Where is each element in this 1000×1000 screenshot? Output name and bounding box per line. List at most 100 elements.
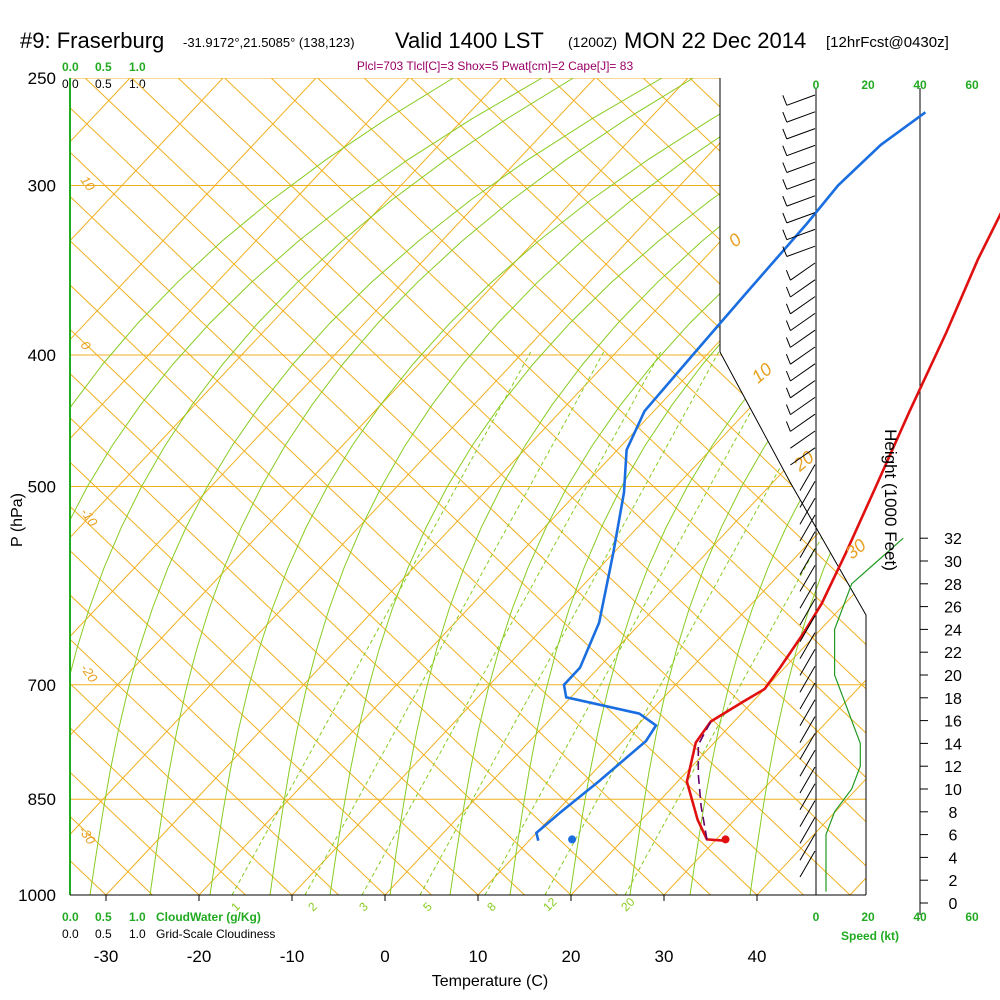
wind-barb-staff bbox=[799, 766, 816, 794]
isotherm-line bbox=[570, 78, 866, 895]
moist-adiabat-line bbox=[269, 78, 814, 895]
wind-barb-staff bbox=[786, 111, 816, 123]
bot-cw-tick-1: 0.5 bbox=[95, 910, 112, 924]
height-tick-label: 10 bbox=[944, 782, 962, 799]
height-tick-label: 2 bbox=[949, 873, 958, 890]
wind-barb-staff bbox=[790, 430, 816, 449]
mixing-ratio-line bbox=[361, 351, 662, 895]
bot-cl-tick-0: 0.0 bbox=[62, 927, 79, 941]
dry-adiabat-line bbox=[70, 78, 479, 895]
x-tick-label: 30 bbox=[655, 947, 674, 966]
isotherm-line bbox=[70, 78, 689, 895]
wind-barb-staff bbox=[790, 363, 816, 382]
mixing-ratio-line bbox=[544, 351, 845, 895]
isotherm-label: 30 bbox=[842, 535, 870, 563]
x-tick-label: 0 bbox=[380, 947, 389, 966]
stats-line: Plcl=703 Tlcl[C]=3 Shox=5 Pwat[cm]=2 Cap… bbox=[357, 59, 634, 73]
height-tick-label: 18 bbox=[944, 691, 962, 708]
wind-barb-staff bbox=[799, 514, 816, 542]
isotherm-line bbox=[291, 78, 866, 895]
wind-barb-flag bbox=[782, 212, 788, 224]
bot-cw-tick-2: 1.0 bbox=[129, 910, 146, 924]
isotherm-line bbox=[849, 78, 866, 895]
parcel-profile bbox=[697, 721, 712, 840]
dry-adiabat-line bbox=[70, 78, 246, 895]
dry-adiabat-line bbox=[317, 78, 866, 895]
wind-barb-staff bbox=[786, 178, 816, 190]
wind-barb-staff bbox=[799, 783, 816, 811]
right-boundary bbox=[719, 78, 867, 895]
moist-adiabat-line bbox=[89, 78, 663, 895]
moist-adiabat-line bbox=[70, 78, 543, 895]
dry-adiabat-line bbox=[456, 78, 866, 895]
plot-frame bbox=[70, 78, 921, 915]
height-tick-label: 22 bbox=[944, 645, 962, 662]
wind-barb-flag bbox=[782, 95, 788, 106]
height-tick-label: 4 bbox=[949, 850, 958, 867]
valid-time: Valid 1400 LST bbox=[395, 28, 544, 53]
mixing-ratio-label: 12 bbox=[540, 895, 560, 915]
mixing-ratio-label: 20 bbox=[618, 895, 638, 915]
dry-adiabat-line bbox=[70, 78, 339, 895]
x-axis-label: Temperature (C) bbox=[432, 973, 548, 990]
wind-barb-flag bbox=[782, 246, 788, 257]
moist-adiabat-line bbox=[209, 78, 783, 895]
height-tick-label: 28 bbox=[944, 577, 962, 594]
p-tick-label: 1000 bbox=[18, 886, 56, 905]
wind-barb-staff bbox=[799, 581, 816, 609]
speed-top-tick: 0 bbox=[813, 78, 820, 92]
wind-barb-staff bbox=[799, 682, 816, 710]
wind-barb-flag bbox=[785, 337, 791, 348]
mixing-ratio-line bbox=[304, 351, 605, 895]
wind-barb-staff bbox=[799, 598, 816, 626]
mixing-ratio-label: 8 bbox=[484, 899, 499, 914]
wind-barb-staff bbox=[799, 749, 816, 777]
top-cw-tick-2: 1.0 bbox=[129, 60, 146, 74]
dry-adiabat-line bbox=[70, 78, 386, 895]
sounding-series bbox=[534, 111, 1000, 842]
height-tick-label: 6 bbox=[949, 828, 958, 845]
wind-barb-flag bbox=[782, 179, 788, 190]
wind-barb-staff bbox=[786, 144, 816, 157]
wind-barb-staff bbox=[790, 329, 816, 348]
isotherm-line bbox=[70, 78, 410, 895]
wind-barb-staff bbox=[786, 195, 816, 207]
top-cl-tick-1: 0.5 bbox=[95, 77, 112, 91]
bot-cl-tick-2: 1.0 bbox=[129, 927, 146, 941]
speed-bottom-tick: 20 bbox=[861, 910, 875, 924]
isotherm-label: 0 bbox=[725, 229, 746, 251]
wind-barb-flag bbox=[785, 320, 791, 331]
x-tick-label: -10 bbox=[280, 947, 305, 966]
wind-barb-flag bbox=[785, 286, 791, 298]
pressure-ticks: 250 300 400 500 700 850 1000 bbox=[18, 69, 56, 905]
height-tick-label: 0 bbox=[949, 896, 958, 913]
isotherm-label: 10 bbox=[748, 359, 776, 387]
cloudiness-label: Grid-Scale Cloudiness bbox=[156, 927, 275, 941]
wind-barb-flag bbox=[785, 387, 791, 398]
p-tick-label: 850 bbox=[28, 790, 56, 809]
p-tick-label: 250 bbox=[28, 69, 56, 88]
isotherm-label: -30 bbox=[76, 823, 100, 848]
wind-barb-staff bbox=[799, 548, 816, 575]
wind-speed-curve bbox=[825, 537, 904, 892]
wind-barb-staff bbox=[799, 733, 816, 760]
dry-adiabat-line bbox=[70, 78, 432, 895]
valid-date: MON 22 Dec 2014 bbox=[624, 28, 806, 53]
dry-adiabat-line bbox=[70, 78, 618, 895]
mixing-ratio-line bbox=[419, 351, 720, 895]
wind-barb-staff bbox=[790, 279, 816, 298]
speed-top-tick: 40 bbox=[913, 78, 927, 92]
x-tick-label: 40 bbox=[748, 947, 767, 966]
height-tick-label: 12 bbox=[944, 759, 962, 776]
wind-barb-staff bbox=[790, 380, 816, 399]
dry-adiabat-line bbox=[177, 78, 866, 895]
y-axis-label: P (hPa) bbox=[9, 493, 26, 547]
mixing-ratio-labels: 1 2 3 5 8 12 20 bbox=[228, 895, 638, 915]
x-tick-label: 20 bbox=[562, 947, 581, 966]
surface-temperature-marker bbox=[721, 835, 730, 844]
wind-barb-flag bbox=[782, 162, 788, 173]
wind-barb-flag bbox=[782, 111, 788, 123]
wind-barb-staff bbox=[786, 212, 816, 224]
mixing-ratio-line bbox=[624, 351, 866, 895]
